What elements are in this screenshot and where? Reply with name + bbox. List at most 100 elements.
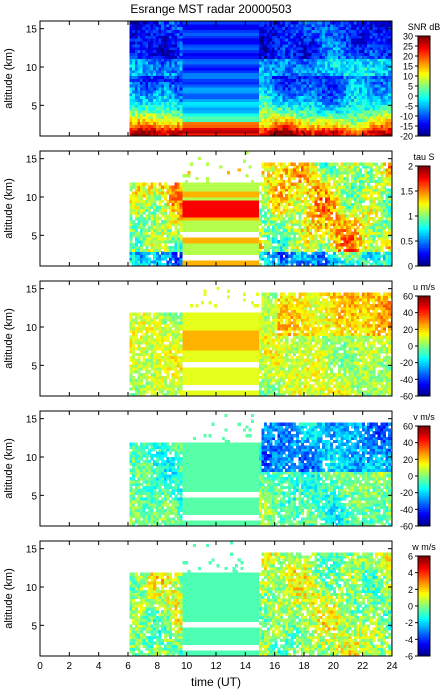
- heatmap-cell: [377, 32, 381, 36]
- heatmap-cell: [221, 41, 225, 45]
- heatmap-cell: [351, 64, 355, 68]
- heatmap-cell: [200, 248, 204, 253]
- heatmap-cell: [380, 41, 384, 45]
- heatmap-cell: [258, 38, 262, 42]
- heatmap-cell: [250, 29, 254, 33]
- heatmap-cell: [340, 26, 344, 31]
- heatmap-cell: [250, 61, 254, 65]
- heatmap-cell: [372, 87, 376, 91]
- heatmap-cell: [279, 21, 283, 25]
- heatmap-cell: [192, 78, 196, 82]
- heatmap-cell: [242, 127, 247, 131]
- heatmap-cell: [211, 197, 215, 201]
- heatmap-cell: [153, 199, 157, 204]
- heatmap-cell: [356, 113, 360, 117]
- heatmap-cell: [298, 67, 302, 71]
- heatmap-cell: [147, 260, 151, 264]
- heatmap-cell: [142, 87, 146, 91]
- heatmap-cell: [287, 133, 291, 137]
- heatmap-cell: [361, 21, 365, 25]
- heatmap-cell: [372, 95, 376, 100]
- heatmap-cell: [359, 23, 363, 28]
- heatmap-cell: [200, 69, 204, 74]
- heatmap-cell: [293, 52, 297, 56]
- heatmap-cell: [272, 61, 276, 65]
- heatmap-cell: [213, 98, 217, 102]
- heatmap-cell: [155, 78, 159, 82]
- heatmap-cell: [184, 32, 188, 36]
- heatmap-cell: [338, 38, 342, 42]
- heatmap-cell: [359, 46, 363, 51]
- heatmap-cell: [240, 113, 244, 117]
- heatmap-cell: [187, 251, 191, 255]
- heatmap-cell: [190, 72, 194, 77]
- heatmap-cell: [372, 44, 376, 48]
- heatmap-cell: [166, 127, 170, 131]
- heatmap-cell: [140, 44, 144, 48]
- heatmap-cell: [261, 87, 265, 91]
- heatmap-cell: [258, 130, 262, 134]
- heatmap-cell: [311, 58, 315, 62]
- heatmap-cell: [163, 26, 167, 31]
- heatmap-cell: [200, 240, 204, 244]
- heatmap-cell: [385, 113, 389, 117]
- heatmap-cell: [330, 87, 334, 91]
- heatmap-cell: [208, 75, 212, 79]
- heatmap-cell: [176, 182, 181, 186]
- heatmap-cell: [211, 38, 215, 42]
- heatmap-cell: [332, 52, 336, 56]
- heatmap-cell: [250, 55, 254, 59]
- heatmap-cell: [282, 38, 286, 42]
- heatmap-cell: [364, 23, 368, 28]
- heatmap-cell: [382, 124, 386, 128]
- heatmap-cell: [169, 23, 173, 28]
- heatmap-cell: [245, 104, 249, 108]
- heatmap-cell: [142, 234, 146, 238]
- colorbar-SNR: [418, 36, 430, 137]
- heatmap-cell: [338, 90, 342, 94]
- heatmap-cell: [301, 121, 305, 125]
- heatmap-cell: [356, 107, 360, 111]
- heatmap-cell: [203, 188, 207, 192]
- heatmap-cell: [187, 214, 191, 218]
- heatmap-cell: [179, 199, 183, 204]
- heatmap-cell: [140, 243, 144, 247]
- heatmap-cell: [245, 29, 249, 33]
- heatmap-cell: [335, 69, 339, 74]
- heatmap-cell: [137, 194, 141, 198]
- heatmap-cell: [301, 72, 305, 77]
- heatmap-cell: [153, 98, 157, 102]
- heatmap-cell: [356, 130, 360, 134]
- heatmap-cell: [184, 75, 188, 79]
- heatmap-cell: [308, 121, 313, 125]
- heatmap-cell: [356, 61, 360, 65]
- heatmap-cell: [155, 194, 159, 198]
- heatmap-cell: [147, 21, 151, 25]
- heatmap-cell: [200, 46, 204, 51]
- heatmap-cell: [306, 52, 310, 56]
- heatmap-cell: [137, 55, 141, 59]
- heatmap-cell: [132, 211, 136, 215]
- heatmap-cell: [169, 211, 173, 215]
- heatmap-cell: [213, 248, 217, 253]
- heatmap-cell: [229, 124, 233, 128]
- heatmap-cell: [272, 107, 276, 111]
- heatmap-cell: [359, 133, 363, 137]
- heatmap-cell: [142, 72, 146, 77]
- heatmap-cell: [176, 115, 181, 120]
- heatmap-cell: [140, 231, 144, 235]
- heatmap-cell: [192, 214, 196, 218]
- heatmap-cell: [195, 202, 199, 207]
- heatmap-cell: [140, 58, 144, 62]
- heatmap-cell: [240, 92, 244, 97]
- heatmap-cell: [324, 127, 328, 131]
- heatmap-cell: [192, 251, 196, 255]
- heatmap-cell: [258, 98, 262, 102]
- heatmap-cell: [137, 110, 141, 114]
- heatmap-cell: [140, 115, 144, 120]
- heatmap-cell: [142, 133, 146, 137]
- heatmap-cell: [335, 41, 339, 45]
- heatmap-cell: [187, 127, 191, 131]
- heatmap-cell: [224, 98, 228, 102]
- heatmap-cell: [295, 61, 299, 65]
